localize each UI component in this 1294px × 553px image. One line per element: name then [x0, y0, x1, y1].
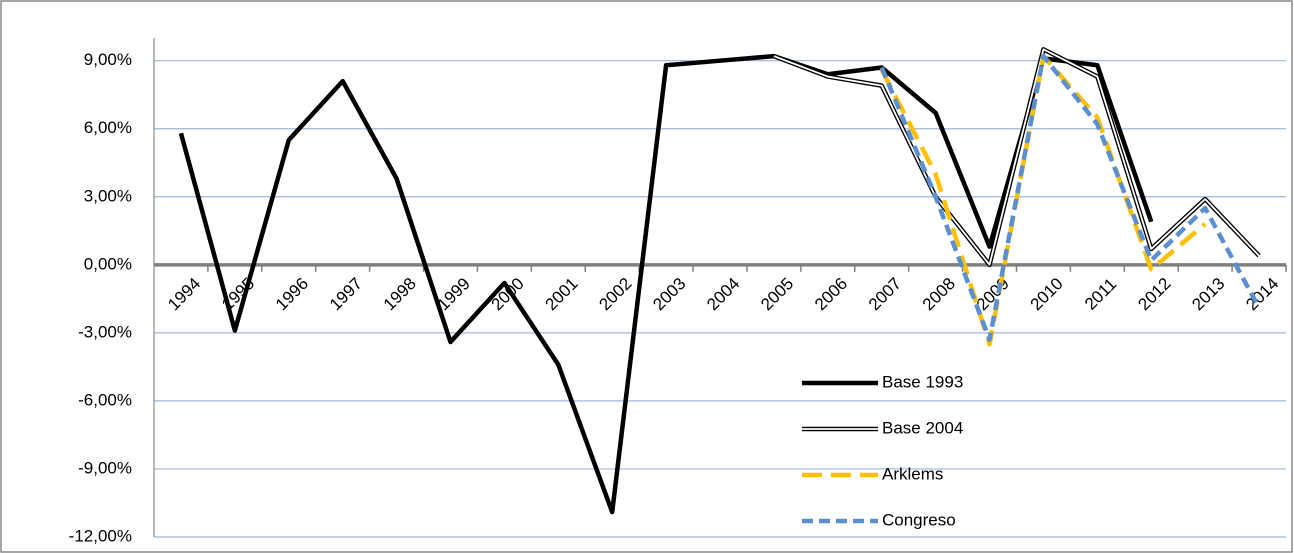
legend-label: Arklems — [882, 464, 943, 483]
y-tick-label: 3,00% — [84, 186, 132, 205]
y-tick-label: 0,00% — [84, 254, 132, 273]
y-tick-label: -12,00% — [69, 526, 132, 545]
line-inner — [773, 48, 1260, 266]
line — [178, 53, 1154, 515]
y-tick-label: 6,00% — [84, 118, 132, 137]
line — [879, 53, 1262, 342]
legend-label: Congreso — [882, 510, 956, 529]
y-tick-label: -9,00% — [78, 458, 132, 477]
y-tick-label: -3,00% — [78, 322, 132, 341]
y-tick-label: 9,00% — [84, 50, 132, 69]
legend-label: Base 1993 — [882, 372, 963, 391]
legend-label: Base 2004 — [882, 418, 963, 437]
y-tick-label: -6,00% — [78, 390, 132, 409]
